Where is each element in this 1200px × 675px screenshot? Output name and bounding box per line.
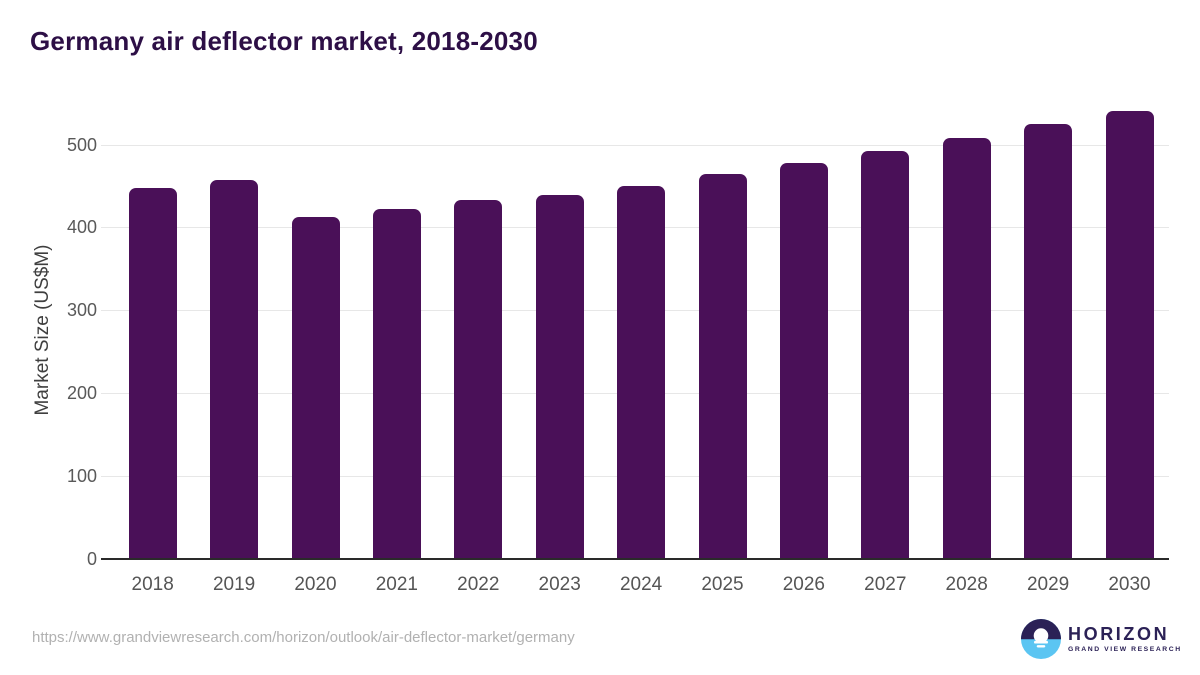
- x-tick-label-2027: 2027: [864, 574, 907, 595]
- bar-2029[interactable]: [1024, 123, 1073, 559]
- x-tick-label-2029: 2029: [1026, 574, 1070, 595]
- bar-2025[interactable]: [698, 174, 747, 559]
- bar-2030[interactable]: [1105, 110, 1154, 559]
- y-tick-label-400: 400: [66, 217, 97, 238]
- x-axis-line: [101, 558, 1169, 560]
- bar-2026[interactable]: [779, 162, 828, 559]
- x-tick-label-2022: 2022: [457, 574, 500, 595]
- x-tick-label-2030: 2030: [1108, 574, 1151, 595]
- x-tick-label-2025: 2025: [701, 574, 744, 595]
- x-tick-label-2018: 2018: [131, 574, 174, 595]
- x-tick-label-2023: 2023: [538, 574, 581, 595]
- y-tick-label-500: 500: [66, 134, 97, 155]
- y-tick-label-200: 200: [66, 383, 97, 404]
- x-tick-label-2021: 2021: [375, 574, 419, 595]
- horizon-logo-subbrand: GRAND VIEW RESEARCH: [1068, 646, 1182, 653]
- horizon-logo: HORIZON GRAND VIEW RESEARCH: [1021, 619, 1182, 659]
- horizon-logo-icon: [1021, 619, 1061, 659]
- bar-2018[interactable]: [128, 188, 177, 559]
- x-tick-label-2019: 2019: [212, 574, 256, 595]
- x-tick-label-2020: 2020: [294, 574, 337, 595]
- bar-2022[interactable]: [454, 200, 503, 559]
- bar-2028[interactable]: [942, 137, 991, 559]
- x-tick-label-2026: 2026: [782, 574, 826, 595]
- bar-2021[interactable]: [372, 209, 421, 559]
- gridline-500: [101, 144, 1169, 146]
- y-tick-label-0: 0: [86, 549, 97, 569]
- bar-2020[interactable]: [291, 216, 340, 559]
- chart-title: Germany air deflector market, 2018-2030: [30, 26, 538, 56]
- x-tick-label-2028: 2028: [945, 574, 988, 595]
- bar-2023[interactable]: [535, 195, 584, 559]
- horizon-logo-brand: HORIZON: [1068, 624, 1170, 644]
- y-tick-label-100: 100: [66, 466, 97, 487]
- bar-2024[interactable]: [617, 186, 666, 559]
- x-tick-label-2024: 2024: [619, 574, 663, 595]
- bar-2027[interactable]: [861, 151, 910, 559]
- horizon-logo-text: HORIZON GRAND VIEW RESEARCH: [1068, 625, 1182, 653]
- bar-2019[interactable]: [210, 180, 259, 559]
- y-tick-label-300: 300: [66, 300, 97, 321]
- source-url: https://www.grandviewresearch.com/horizo…: [32, 629, 575, 646]
